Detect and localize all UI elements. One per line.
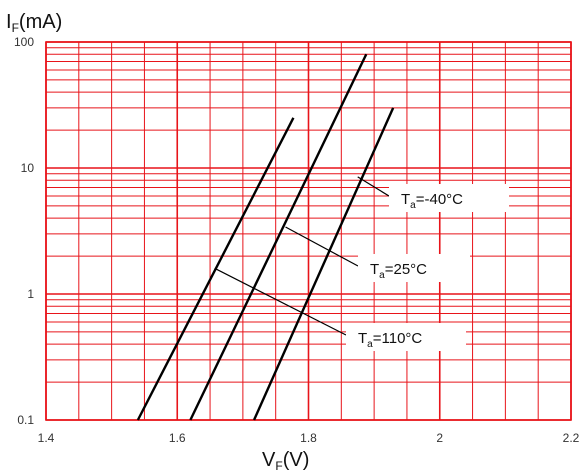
y-axis-title: IF(mA) (6, 11, 62, 35)
x-tick-label: 1.4 (38, 431, 55, 445)
annotation-label-main: T (401, 191, 410, 208)
x-axis-title-sub: F (275, 459, 282, 473)
annotation-label: Ta=-40°C (401, 191, 463, 211)
annotation-label-main: T (370, 261, 379, 278)
annotation-leader-line (285, 226, 359, 267)
annotation-box (358, 254, 470, 282)
x-axis-title-main: V (262, 449, 276, 471)
annotation-label-rest: =-40°C (416, 191, 463, 208)
grid (45, 41, 572, 421)
annotation-box (389, 184, 509, 212)
series-group (136, 53, 395, 421)
y-axis-title-sub: F (12, 21, 19, 35)
tick-labels: 1.4 1.6 1.8 2 2.2 0.1 1 10 100 (14, 35, 580, 445)
annotation-group: Ta=-40°CTa=25°CTa=110°C (214, 176, 509, 351)
x-tick-label: 2.2 (563, 431, 580, 445)
annotation-label-sub: a (410, 200, 416, 211)
x-axis-title-unit: (V) (283, 449, 310, 471)
x-tick-label: 1.6 (169, 431, 186, 445)
x-tick-label: 2 (436, 431, 443, 445)
annotation-leader-line (214, 267, 347, 336)
x-axis-title: VF(V) (262, 449, 309, 473)
annotation-label-main: T (358, 330, 367, 347)
annotation-label-sub: a (379, 270, 385, 281)
annotation-label-sub: a (367, 339, 373, 350)
annotation-label-rest: =110°C (373, 330, 423, 347)
annotation-box (346, 323, 466, 351)
plot-frame (45, 41, 572, 421)
series-line (189, 53, 368, 421)
annotation-label-rest: =25°C (385, 261, 427, 278)
series-line (252, 107, 395, 421)
annotation-label: Ta=110°C (358, 330, 422, 350)
y-tick-label: 10 (21, 161, 35, 175)
y-tick-label: 1 (27, 287, 34, 301)
annotation-label: Ta=25°C (370, 261, 427, 281)
y-tick-label: 100 (14, 35, 34, 49)
y-tick-label: 0.1 (17, 413, 34, 427)
x-tick-label: 1.8 (300, 431, 317, 445)
annotation-leader-line (357, 176, 390, 197)
y-axis-title-unit: (mA) (19, 11, 62, 33)
y-axis-title-main: I (6, 11, 12, 33)
